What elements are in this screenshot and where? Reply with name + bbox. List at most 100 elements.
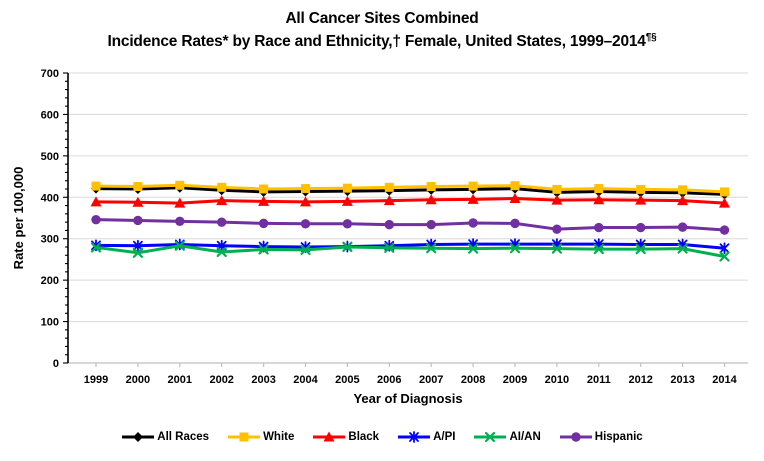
legend-marker-glyph-hispanic	[571, 432, 581, 442]
data-point-marker-white	[594, 184, 604, 194]
legend-label-a-pi: A/PI	[433, 431, 456, 443]
x-tick-label: 2010	[545, 374, 569, 386]
y-tick-label: 0	[53, 358, 59, 370]
x-stroke	[216, 246, 227, 258]
data-point-marker-black	[593, 194, 605, 205]
legend-marker-glyph-white	[239, 432, 249, 442]
data-point-marker-black	[719, 197, 730, 208]
data-point-marker-black	[551, 194, 563, 205]
data-point-marker-black	[174, 197, 186, 208]
x-tick-label: 2006	[377, 374, 401, 386]
series-ai-an	[90, 240, 730, 262]
data-point-marker-ai-an	[677, 243, 688, 254]
series-white	[91, 180, 729, 197]
data-point-marker-black	[467, 193, 479, 204]
data-point-marker-hispanic	[133, 215, 143, 226]
star-stroke	[409, 432, 419, 442]
data-point-marker-black	[677, 195, 689, 206]
data-point-marker-white	[91, 181, 101, 191]
x-stroke	[90, 242, 102, 253]
data-point-marker-white	[384, 182, 394, 192]
data-point-marker-ai-an	[426, 243, 437, 254]
x-stroke	[426, 243, 437, 254]
legend-label-ai-an: AI/AN	[509, 431, 541, 443]
x-stroke	[342, 241, 353, 253]
x-stroke	[132, 247, 143, 258]
series-line-white	[95, 183, 725, 194]
x-stroke	[384, 242, 395, 253]
data-point-marker-hispanic	[510, 218, 520, 229]
data-point-marker-white	[678, 185, 688, 195]
data-point-marker-ai-an	[300, 244, 311, 255]
data-point-marker-white	[468, 181, 478, 191]
data-point-marker-black	[90, 196, 102, 207]
x-tick-label: 2007	[419, 374, 443, 386]
plot-area: 0 100 200 300 400 500 600 700 1999 2000 2001 2002 20…	[41, 68, 748, 386]
data-point-marker-hispanic	[677, 222, 688, 232]
data-point-marker-ai-an	[468, 243, 479, 254]
data-point-marker-ai-an	[509, 243, 521, 254]
y-tick-label: 700	[41, 68, 59, 80]
series-line-all-races	[95, 186, 725, 196]
x-stroke	[677, 243, 688, 254]
data-point-marker-ai-an	[342, 241, 353, 253]
star-stroke	[91, 240, 101, 251]
legend-label-black: Black	[348, 431, 380, 443]
series-hispanic	[91, 214, 730, 235]
data-point-marker-ai-an	[551, 243, 563, 254]
data-point-marker-hispanic	[342, 219, 353, 229]
data-point-marker-hispanic	[636, 222, 646, 233]
legend-marker-glyph-black	[323, 431, 335, 442]
legend-marker-ai-an	[474, 431, 507, 443]
legend-label-white: White	[263, 431, 295, 443]
series-line-a-pi	[95, 242, 725, 250]
data-point-marker-white	[133, 182, 143, 192]
data-point-marker-ai-an	[635, 243, 646, 255]
star-stroke	[719, 243, 730, 254]
data-point-marker-hispanic	[594, 222, 604, 233]
legend-marker-glyph-ai-an	[485, 431, 496, 443]
legend-marker-all-races	[122, 432, 155, 442]
data-point-marker-white	[426, 182, 436, 192]
data-point-marker-ai-an	[132, 247, 143, 258]
x-tick-label: 2008	[461, 374, 485, 386]
data-point-marker-white	[342, 183, 352, 193]
series-line-black	[95, 197, 725, 205]
chart-title-line2-text: Incidence Rates* by Race and Ethnicity,†…	[107, 33, 646, 50]
x-tick-label: 2005	[335, 374, 359, 386]
data-point-marker-ai-an	[719, 251, 730, 262]
x-stroke	[485, 431, 496, 443]
series-line-hispanic	[95, 218, 725, 232]
data-point-marker-black	[383, 195, 395, 206]
x-tick-label: 2003	[251, 374, 275, 386]
data-point-marker-ai-an	[216, 246, 227, 258]
data-point-marker-hispanic	[300, 219, 311, 229]
x-axis-title: Year of Diagnosis	[353, 391, 463, 406]
legend-item-a-pi: A/PI	[397, 429, 455, 445]
data-point-marker-black	[509, 193, 521, 204]
legend-item-ai-an: AI/AN	[473, 429, 541, 445]
legend: All Races White Black A/PI AI/AN Hispanic	[0, 429, 764, 445]
legend-item-hispanic: Hispanic	[559, 429, 643, 445]
legend-marker-white	[228, 432, 261, 442]
data-point-marker-hispanic	[217, 217, 227, 227]
data-point-marker-black	[258, 195, 270, 206]
data-point-marker-ai-an	[384, 242, 395, 253]
legend-label-hispanic: Hispanic	[594, 431, 643, 443]
x-stroke	[174, 240, 185, 251]
chart-title-line1: All Cancer Sites Combined	[285, 10, 479, 27]
x-tick-label: 2000	[126, 374, 150, 386]
data-point-marker-ai-an	[90, 242, 102, 253]
x-stroke	[300, 244, 311, 255]
legend-label-all-races: All Races	[157, 431, 210, 443]
legend-marker-glyph-a-pi	[409, 431, 419, 443]
data-point-marker-a-pi	[132, 239, 143, 252]
legend-marker-hispanic	[559, 432, 592, 442]
data-point-marker-black	[425, 194, 437, 205]
x-stroke	[551, 243, 563, 254]
x-stroke	[593, 243, 604, 255]
data-point-marker-hispanic	[552, 224, 562, 234]
data-point-marker-ai-an	[174, 240, 185, 251]
data-point-marker-black	[300, 196, 311, 207]
